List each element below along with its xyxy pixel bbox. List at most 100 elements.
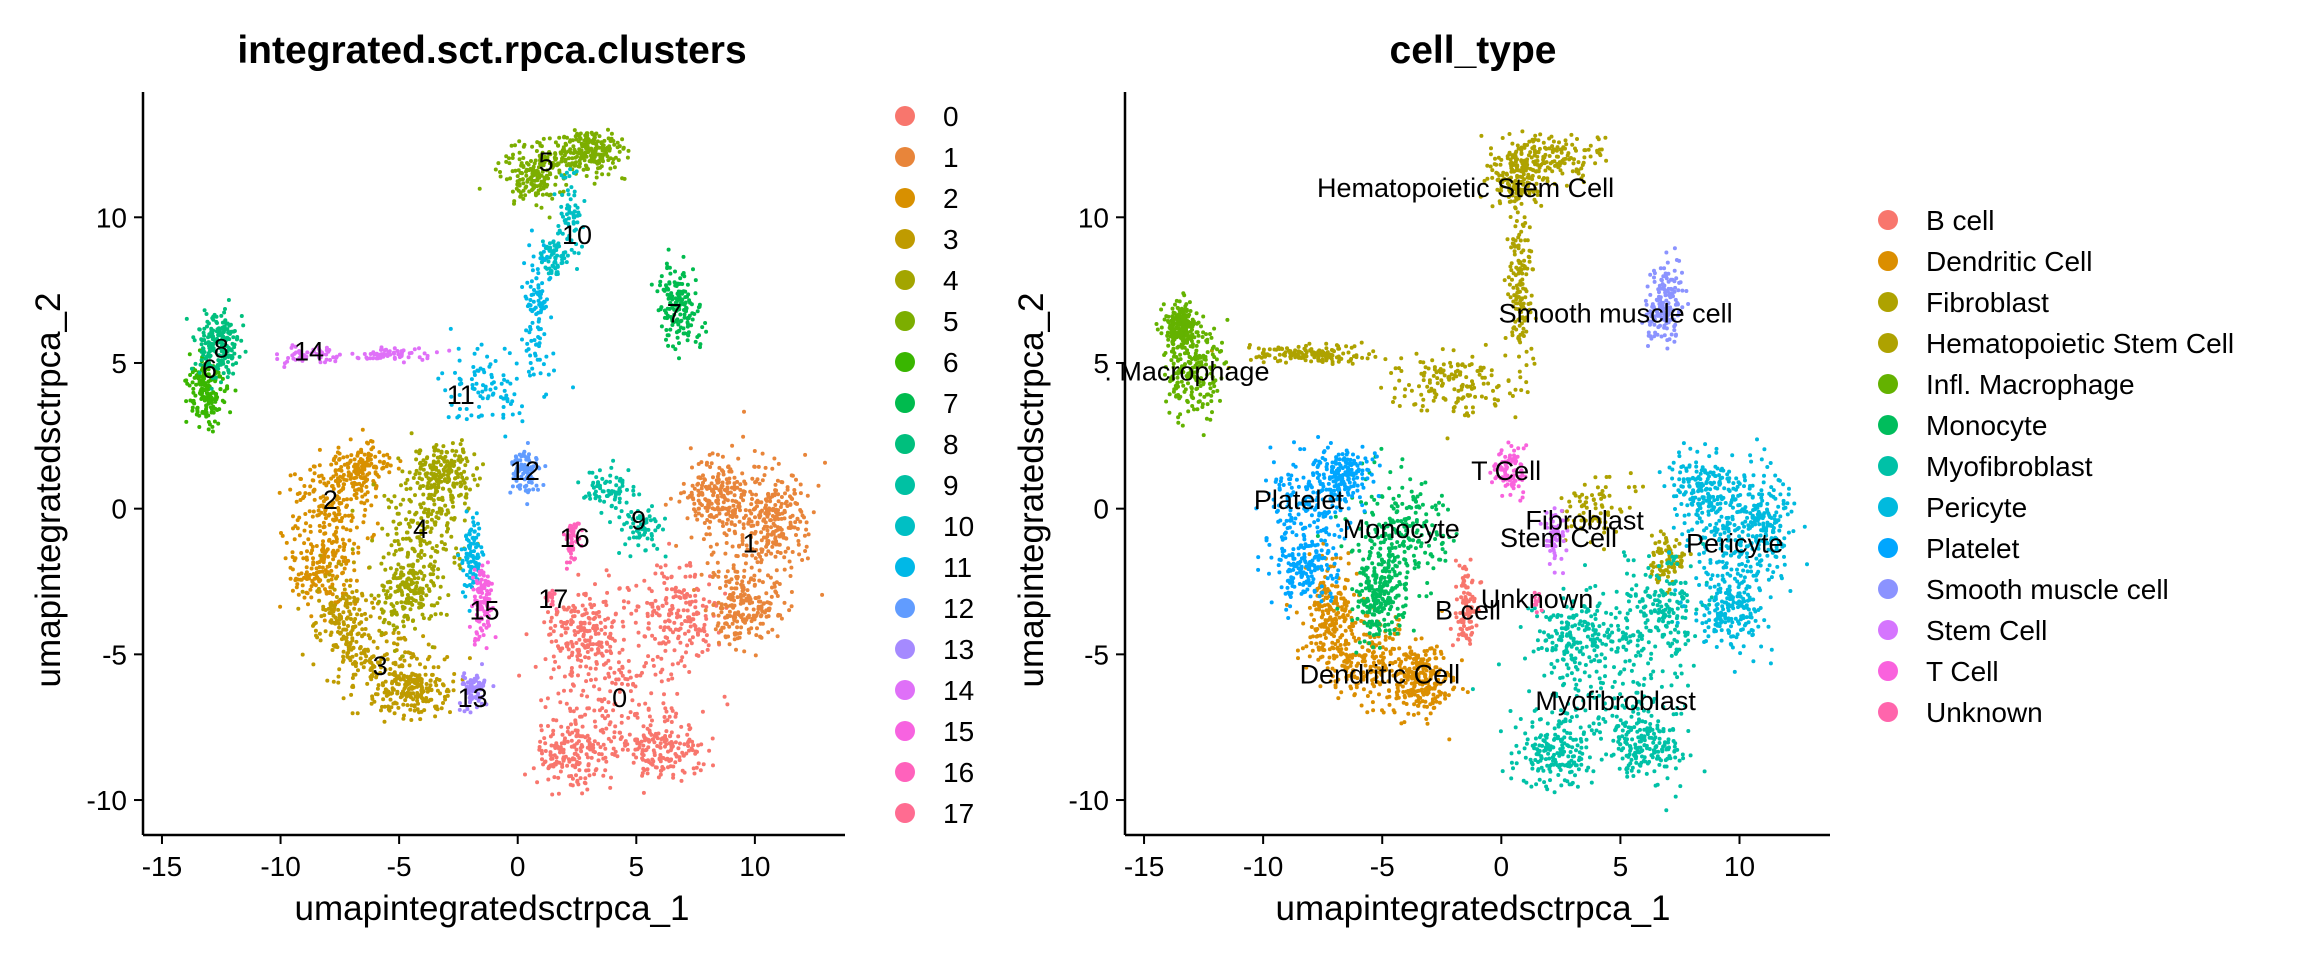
scatter-point (433, 490, 438, 495)
scatter-point (392, 494, 397, 499)
scatter-point (568, 706, 572, 711)
scatter-point (430, 645, 435, 650)
scatter-point (745, 547, 750, 552)
scatter-point (421, 634, 426, 639)
scatter-point (534, 276, 539, 281)
scatter-point (302, 528, 307, 533)
scatter-point (675, 615, 679, 620)
scatter-point (563, 736, 567, 741)
scatter-point (572, 128, 577, 133)
scatter-point (546, 610, 550, 615)
scatter-point (649, 691, 654, 696)
scatter-point (680, 272, 685, 277)
scatter-point (581, 628, 586, 633)
scatter-point (353, 598, 358, 603)
scatter-point (691, 612, 696, 617)
scatter-point (757, 578, 762, 583)
scatter-point (514, 186, 519, 191)
scatter-point (421, 564, 426, 569)
scatter-point (693, 513, 698, 518)
scatter-point (354, 578, 359, 583)
scatter-point (334, 564, 339, 569)
scatter-point (575, 657, 580, 662)
scatter-point (624, 520, 629, 525)
scatter-point (568, 138, 573, 143)
scatter-point (429, 579, 434, 584)
scatter-point (352, 541, 357, 546)
scatter-point (394, 612, 399, 617)
scatter-point (663, 648, 668, 653)
scatter-point (472, 373, 477, 377)
scatter-point (623, 739, 628, 744)
scatter-point (588, 642, 593, 647)
scatter-point (540, 757, 544, 762)
scatter-point (243, 349, 248, 354)
scatter-point (569, 722, 573, 727)
scatter-point (603, 768, 608, 773)
scatter-point (368, 614, 373, 619)
scatter-point (762, 610, 767, 615)
scatter-point (363, 627, 368, 631)
scatter-point (575, 728, 580, 733)
scatter-point (323, 568, 328, 573)
scatter-point (451, 463, 456, 468)
scatter-point (762, 473, 767, 478)
scatter-point (407, 510, 412, 515)
scatter-point (750, 553, 755, 558)
scatter-point (768, 495, 773, 500)
scatter-point (561, 758, 566, 763)
scatter-point (399, 590, 404, 595)
scatter-point (671, 344, 675, 349)
scatter-point (789, 604, 794, 609)
scatter-point (761, 535, 766, 540)
scatter-point (439, 540, 444, 545)
scatter-point (587, 638, 592, 643)
scatter-point (521, 144, 526, 149)
scatter-point (602, 499, 607, 504)
scatter-point (380, 526, 385, 531)
scatter-point (742, 568, 747, 573)
scatter-point (364, 654, 369, 659)
scatter-point (594, 661, 599, 666)
scatter-point (364, 617, 369, 622)
scatter-point (440, 682, 445, 687)
scatter-point (646, 654, 651, 659)
scatter-point (781, 534, 786, 539)
scatter-point (352, 457, 357, 462)
scatter-point (681, 254, 686, 259)
scatter-point (606, 127, 610, 132)
scatter-point (619, 527, 624, 532)
scatter-point (740, 598, 745, 603)
scatter-point (740, 589, 745, 593)
scatter-point (679, 658, 684, 663)
scatter-point (757, 481, 762, 486)
scatter-point (328, 589, 332, 594)
scatter-point (427, 540, 432, 545)
scatter-point (471, 555, 476, 560)
scatter-point (681, 753, 686, 758)
scatter-point (462, 501, 467, 506)
scatter-point (605, 590, 610, 595)
scatter-point (426, 496, 431, 501)
scatter-point (750, 476, 755, 481)
scatter-point (592, 772, 597, 777)
scatter-point (304, 565, 309, 570)
scatter-point (539, 748, 544, 753)
scatter-point (336, 445, 341, 450)
scatter-point (299, 577, 304, 582)
scatter-point (328, 358, 332, 362)
scatter-point (321, 543, 326, 548)
scatter-point (311, 662, 316, 667)
scatter-point (773, 482, 778, 487)
scatter-point (546, 724, 550, 728)
scatter-point (345, 454, 350, 459)
scatter-point (464, 509, 469, 514)
scatter-point (787, 559, 792, 564)
scatter-point (439, 463, 443, 467)
scatter-point (576, 782, 581, 787)
scatter-point (613, 724, 618, 729)
scatter-point (201, 396, 206, 401)
scatter-point (556, 691, 561, 696)
scatter-point (583, 735, 588, 740)
scatter-point (625, 682, 630, 687)
